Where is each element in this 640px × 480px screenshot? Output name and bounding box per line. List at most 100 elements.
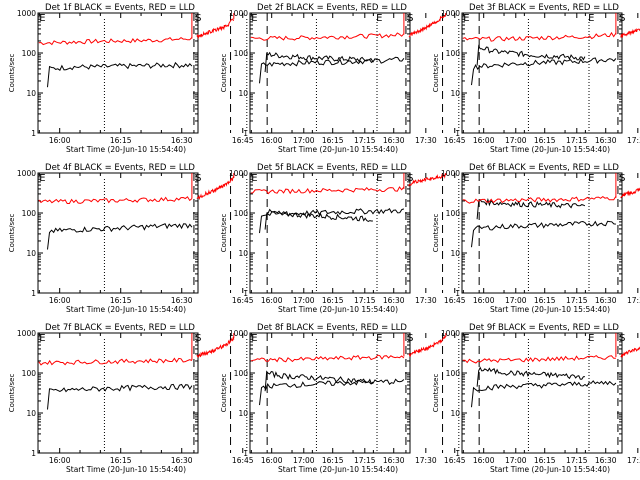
panel-det-3: Det 3f BLACK = Events, RED = LLD 1 10 100 10… xyxy=(432,3,640,154)
y-tick-label: 10 xyxy=(238,89,248,98)
x-tick-label: 16:15 xyxy=(534,456,556,465)
y-tick-label: 1 xyxy=(455,289,460,298)
y-tick-label: 10 xyxy=(450,89,460,98)
x-axis-label: Start Time (20-Jun-10 15:54:40) xyxy=(66,305,186,314)
x-axis-label: Start Time (20-Jun-10 15:54:40) xyxy=(490,145,610,154)
y-tick-label: 1000 xyxy=(229,169,248,178)
x-axis-label: Start Time (20-Jun-10 15:54:40) xyxy=(278,465,398,474)
marker-letter: S xyxy=(195,173,201,184)
series-segment-before-gap xyxy=(259,56,405,84)
x-axis-label: Start Time (20-Jun-10 15:54:40) xyxy=(66,145,186,154)
y-axis-label: Counts/sec xyxy=(432,374,440,413)
x-tick-label: 16:15 xyxy=(322,136,344,145)
y-tick-label: 100 xyxy=(446,49,461,58)
series-segment-before-gap xyxy=(38,196,193,204)
series-segment-after-gap xyxy=(264,370,374,392)
x-tick-label: 17:00 xyxy=(505,296,527,305)
marker-letter: S xyxy=(195,13,201,24)
series-segment-before-gap xyxy=(47,223,193,250)
series-segment-before-gap xyxy=(471,380,617,408)
x-tick-label: 17:30 xyxy=(415,296,437,305)
x-tick-label: 16:15 xyxy=(322,456,344,465)
plot-frame xyxy=(37,172,199,294)
x-tick-label: 16:45 xyxy=(444,296,466,305)
events-series xyxy=(471,220,616,248)
x-tick-label: 16:00 xyxy=(473,136,495,145)
x-tick-label: 17:00 xyxy=(293,296,315,305)
y-tick-label: 1 xyxy=(31,289,36,298)
x-tick-label: 16:30 xyxy=(171,136,193,145)
x-tick-label: 17:15 xyxy=(566,136,588,145)
x-tick-label: 17:30 xyxy=(415,136,437,145)
series-segment-before-gap xyxy=(462,195,617,204)
series-segment-after-gap xyxy=(408,13,447,38)
marker-letter: S xyxy=(407,333,413,344)
plot-frame xyxy=(37,332,199,454)
y-tick-label: 10 xyxy=(238,409,248,418)
y-tick-label: 1 xyxy=(31,129,36,138)
x-tick-label: 16:15 xyxy=(110,456,132,465)
series-segment-before-gap xyxy=(38,36,193,46)
y-axis-label: Counts/sec xyxy=(432,54,440,93)
y-tick-label: 1 xyxy=(455,449,460,458)
plot-frame xyxy=(249,172,411,294)
series-segment-after-gap xyxy=(620,187,640,199)
y-tick-label: 100 xyxy=(22,209,37,218)
lld-series xyxy=(462,333,640,364)
marker-letter: E xyxy=(251,173,257,184)
marker-letter: E xyxy=(376,13,382,24)
y-tick-label: 10 xyxy=(26,89,36,98)
x-tick-label: 17:00 xyxy=(505,136,527,145)
plot-frame xyxy=(461,332,623,454)
series-segment-before-gap xyxy=(462,31,617,42)
panel-det-6: Det 6f BLACK = Events, RED = LLD 1 10 100 10… xyxy=(432,163,640,314)
y-tick-label: 100 xyxy=(234,209,249,218)
x-tick-label: 16:45 xyxy=(444,456,466,465)
y-tick-label: 1000 xyxy=(229,329,248,338)
x-axis-label: Start Time (20-Jun-10 15:54:40) xyxy=(278,145,398,154)
marker-letter: S xyxy=(407,173,413,184)
y-tick-label: 10 xyxy=(238,249,248,258)
panel-det-7: Det 7f BLACK = Events, RED = LLD 1 10 100 10… xyxy=(8,323,437,474)
series-segment-after-gap xyxy=(476,44,586,66)
x-tick-label: 16:30 xyxy=(595,456,617,465)
panel-det-4: Det 4f BLACK = Events, RED = LLD 1 10 100 10… xyxy=(8,163,437,314)
series-segment-before-gap xyxy=(38,357,193,366)
series-segment-after-gap xyxy=(264,208,373,230)
marker-letter: S xyxy=(619,13,625,24)
panel-det-9: Det 9f BLACK = Events, RED = LLD 1 10 100 10… xyxy=(432,323,640,474)
y-tick-label: 1000 xyxy=(17,9,36,18)
y-tick-label: 1000 xyxy=(229,9,248,18)
y-tick-label: 10 xyxy=(450,409,460,418)
x-tick-label: 16:00 xyxy=(261,296,283,305)
events-series xyxy=(471,57,617,86)
y-tick-label: 10 xyxy=(26,409,36,418)
lld-series xyxy=(250,173,447,195)
y-tick-label: 100 xyxy=(446,369,461,378)
x-tick-label: 17:30 xyxy=(627,456,640,465)
y-tick-label: 1 xyxy=(31,449,36,458)
marker-letter: E xyxy=(463,333,469,344)
y-axis-label: Counts/sec xyxy=(8,374,16,413)
x-tick-label: 16:15 xyxy=(110,136,132,145)
x-axis-label: Start Time (20-Jun-10 15:54:40) xyxy=(490,305,610,314)
x-tick-label: 16:45 xyxy=(444,136,466,145)
y-tick-label: 100 xyxy=(234,369,249,378)
series-segment-after-gap xyxy=(264,51,374,73)
marker-letter: E xyxy=(376,173,382,184)
x-tick-label: 16:00 xyxy=(49,296,71,305)
plot-frame xyxy=(249,12,411,134)
marker-letter: E xyxy=(39,13,45,24)
x-tick-label: 16:30 xyxy=(383,296,405,305)
x-tick-label: 17:15 xyxy=(566,456,588,465)
y-tick-label: 1000 xyxy=(441,329,460,338)
x-tick-label: 16:00 xyxy=(261,456,283,465)
x-tick-label: 16:30 xyxy=(383,136,405,145)
events-series xyxy=(259,44,586,84)
y-tick-label: 1 xyxy=(243,289,248,298)
x-tick-label: 16:45 xyxy=(232,296,254,305)
panel-title: Det 4f BLACK = Events, RED = LLD xyxy=(45,163,195,173)
lld-series xyxy=(38,13,235,46)
y-axis-label: Counts/sec xyxy=(8,54,16,93)
marker-letter: E xyxy=(251,13,257,24)
